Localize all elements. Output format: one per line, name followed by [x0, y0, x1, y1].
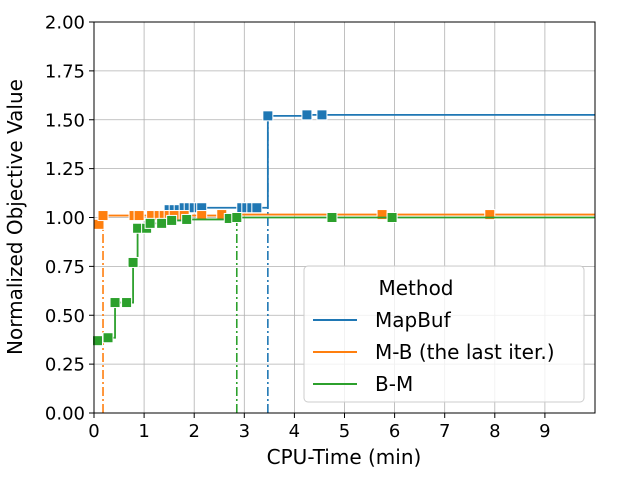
data-point — [316, 109, 328, 121]
data-point — [484, 209, 496, 221]
x-tick-label: 1 — [138, 421, 149, 442]
data-point — [196, 210, 208, 222]
y-tick-label: 0.00 — [45, 404, 85, 425]
data-point — [97, 210, 109, 222]
x-tick-label: 8 — [489, 421, 500, 442]
y-tick-label: 0.50 — [45, 306, 85, 327]
y-tick-label: 1.50 — [45, 110, 85, 131]
data-point — [166, 214, 178, 226]
legend-label: B-M — [375, 372, 413, 396]
data-point — [133, 210, 145, 222]
data-point — [127, 256, 139, 268]
data-point — [181, 213, 193, 225]
x-tick-label: 2 — [188, 421, 199, 442]
data-point — [132, 222, 144, 234]
data-point — [102, 332, 114, 344]
legend-entries: MapBuf M-B (the last iter.) B-M — [313, 308, 555, 396]
legend-title: Method — [378, 276, 453, 300]
x-tick-label: 4 — [289, 421, 300, 442]
axes: 0 1 2 3 4 5 6 7 8 9 0.00 0.25 0.50 0.75 1.00 1.25 1.50 1.… — [45, 13, 551, 443]
data-point — [144, 217, 156, 229]
x-tick-label: 9 — [539, 421, 550, 442]
x-tick-label: 6 — [389, 421, 400, 442]
data-point — [231, 212, 243, 223]
series-b-m — [92, 212, 595, 413]
y-tick-label: 0.75 — [45, 257, 85, 278]
data-point — [326, 212, 338, 223]
y-tick-label: 1.00 — [45, 208, 85, 229]
y-tick-label: 1.25 — [45, 159, 85, 180]
x-tick-label: 3 — [239, 421, 250, 442]
data-point — [156, 217, 168, 229]
x-tick-label: 5 — [339, 421, 350, 442]
series-mapbuf — [163, 109, 595, 413]
y-tick-label: 2.00 — [45, 13, 85, 34]
y-axis-label: Normalized Objective Value — [3, 79, 27, 355]
legend: Method MapBuf M-B (the last iter.) B-M — [303, 265, 585, 403]
legend-label: MapBuf — [375, 308, 452, 332]
data-point — [121, 297, 133, 309]
data-point — [92, 335, 104, 347]
x-tick-label: 7 — [439, 421, 450, 442]
data-point — [262, 110, 274, 122]
data-point — [109, 297, 121, 309]
data-point — [386, 212, 398, 223]
legend-label: M-B (the last iter.) — [375, 340, 555, 364]
series-layer — [92, 109, 595, 413]
data-point — [301, 109, 313, 121]
data-point — [251, 202, 263, 214]
y-tick-label: 0.25 — [45, 355, 85, 376]
y-tick-label: 1.75 — [45, 61, 85, 82]
x-tick-label: 0 — [88, 421, 99, 442]
legend-box — [303, 265, 585, 403]
x-axis-label: CPU-Time (min) — [267, 445, 422, 469]
